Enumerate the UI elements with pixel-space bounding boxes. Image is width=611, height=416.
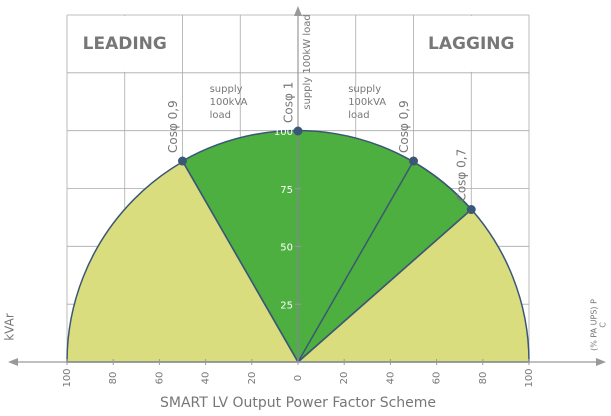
region-box — [414, 16, 528, 72]
axis-label: (% PA UPS) P — [590, 299, 599, 351]
pf-label: Cosφ 0,9 — [397, 100, 411, 153]
x-tick-label: 100 — [524, 368, 535, 387]
axis-note: supply 100kW load — [302, 14, 313, 109]
pf-label: Cosφ 0,9 — [166, 100, 180, 153]
pf-point — [466, 205, 476, 215]
region-box — [68, 16, 182, 72]
x-tick-label: 20 — [339, 372, 350, 385]
x-tick-label: 100 — [62, 368, 73, 387]
arrow — [8, 358, 18, 366]
arrow — [596, 358, 606, 366]
note: load — [348, 110, 369, 121]
note: supply — [348, 84, 381, 95]
pf-point — [178, 156, 187, 166]
region-label: LEADING — [83, 34, 167, 54]
operating-area — [181, 129, 473, 364]
x-tick-label: 0 — [293, 375, 304, 381]
note: supply — [210, 84, 243, 95]
x-tick-label: 20 — [247, 372, 258, 385]
y-tick-label: 100 — [274, 127, 293, 138]
pf-label: Cosφ 1 — [282, 82, 296, 123]
pf-line — [181, 160, 299, 363]
note: 100kVA — [210, 97, 248, 108]
y-tick-label: 50 — [280, 243, 293, 254]
x-tick-label: 60 — [154, 372, 165, 385]
pf-line — [297, 160, 415, 363]
pf-point — [409, 156, 418, 166]
chart-title: SMART LV Output Power Factor Scheme — [160, 395, 436, 411]
note: 100kVA — [348, 97, 386, 108]
x-tick-label: 40 — [385, 372, 396, 385]
y-tick-label: 75 — [280, 185, 293, 196]
x-tick-label: 80 — [108, 372, 119, 385]
axis-label: C — [599, 322, 608, 328]
x-tick-label: 80 — [478, 372, 489, 385]
pf-line — [297, 208, 472, 363]
pf-label: Cosφ 0,7 — [455, 149, 469, 202]
pf-point — [293, 126, 303, 136]
y-tick-label: 25 — [280, 300, 293, 311]
arrow — [294, 6, 302, 16]
x-tick-label: 40 — [201, 372, 212, 385]
x-tick-label: 60 — [432, 372, 443, 385]
x-label: kVAr — [3, 313, 17, 341]
region-label: LAGGING — [428, 34, 514, 54]
note: load — [210, 110, 231, 121]
